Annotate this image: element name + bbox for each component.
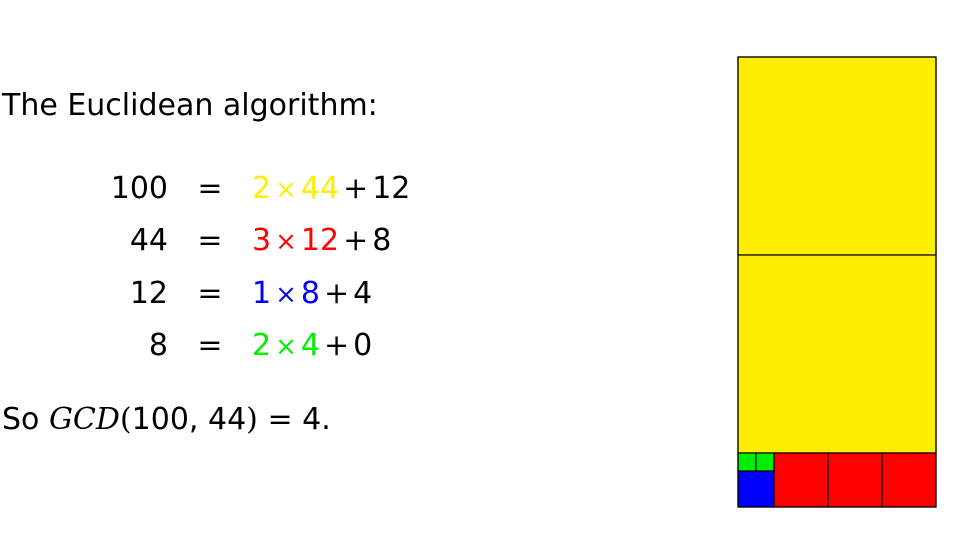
quotient-term: 3 — [252, 223, 272, 259]
times-sign: × — [275, 332, 297, 363]
plus-sign: + — [343, 170, 369, 206]
equals-sign: = — [197, 275, 223, 311]
yellow-square — [737, 254, 937, 454]
open-paren: ( — [119, 402, 132, 437]
divisor-term: 12 — [300, 223, 340, 259]
gcd-result: 4 — [302, 402, 322, 437]
equation-rhs: 1 × 8 +4 — [252, 267, 410, 320]
green-square — [755, 452, 775, 472]
red-square — [881, 452, 937, 508]
equation-lhs: 44 — [129, 223, 168, 259]
conclusion-line: So GCD(100, 44) = 4. — [2, 400, 331, 440]
equation-lhs: 8 — [148, 328, 168, 364]
green-square — [737, 452, 757, 472]
gcd-args: 100, 44 — [131, 402, 247, 437]
equation-lhs: 100 — [110, 170, 168, 206]
times-sign: × — [275, 174, 297, 205]
red-square — [827, 452, 883, 508]
divisor-term: 8 — [300, 275, 320, 311]
equation-row: 12 = 1 × 8 +4 — [100, 267, 410, 320]
quotient-term: 1 — [252, 275, 272, 311]
plus-sign: + — [343, 223, 369, 259]
remainder-term: 0 — [353, 328, 373, 364]
equals-sign: = — [197, 223, 223, 259]
divisor-term: 4 — [300, 328, 320, 364]
equals-sign: = — [197, 170, 223, 206]
equation-row: 8 = 2 × 4 +0 — [100, 320, 410, 373]
equals-sign: = — [267, 402, 293, 437]
plus-sign: + — [323, 275, 350, 311]
intro-heading: The Euclidean algorithm: — [2, 88, 378, 123]
remainder-term: 4 — [353, 275, 373, 311]
outer-rectangle — [737, 56, 937, 508]
yellow-square — [737, 56, 937, 256]
times-sign: × — [275, 279, 297, 310]
equation-lhs: 12 — [129, 275, 168, 311]
equation-rhs: 2 × 44 +12 — [252, 162, 410, 215]
blue-square — [737, 470, 775, 508]
quotient-term: 2 — [252, 328, 272, 364]
close-paren: ) — [246, 402, 258, 437]
conclusion-prefix: So — [2, 402, 40, 437]
plus-sign: + — [323, 328, 350, 364]
red-square — [773, 452, 829, 508]
remainder-term: 12 — [372, 170, 411, 206]
gcd-function: GCD — [48, 402, 120, 437]
equation-row: 44 = 3 × 12 +8 — [100, 215, 410, 268]
remainder-term: 8 — [372, 223, 392, 259]
equation-rhs: 3 × 12 +8 — [252, 215, 410, 268]
equals-sign: = — [197, 328, 223, 364]
conclusion-suffix: . — [321, 402, 331, 437]
equation-row: 100 = 2 × 44 +12 — [100, 162, 411, 215]
divisor-term: 44 — [300, 170, 340, 206]
equation-table: 100 = 2 × 44 +12 44 = 3 × 12 +8 12 = 1 × 8 +4 8 =… — [100, 162, 411, 373]
times-sign: × — [275, 227, 297, 258]
equation-rhs: 2 × 4 +0 — [252, 320, 410, 373]
quotient-term: 2 — [252, 170, 272, 206]
